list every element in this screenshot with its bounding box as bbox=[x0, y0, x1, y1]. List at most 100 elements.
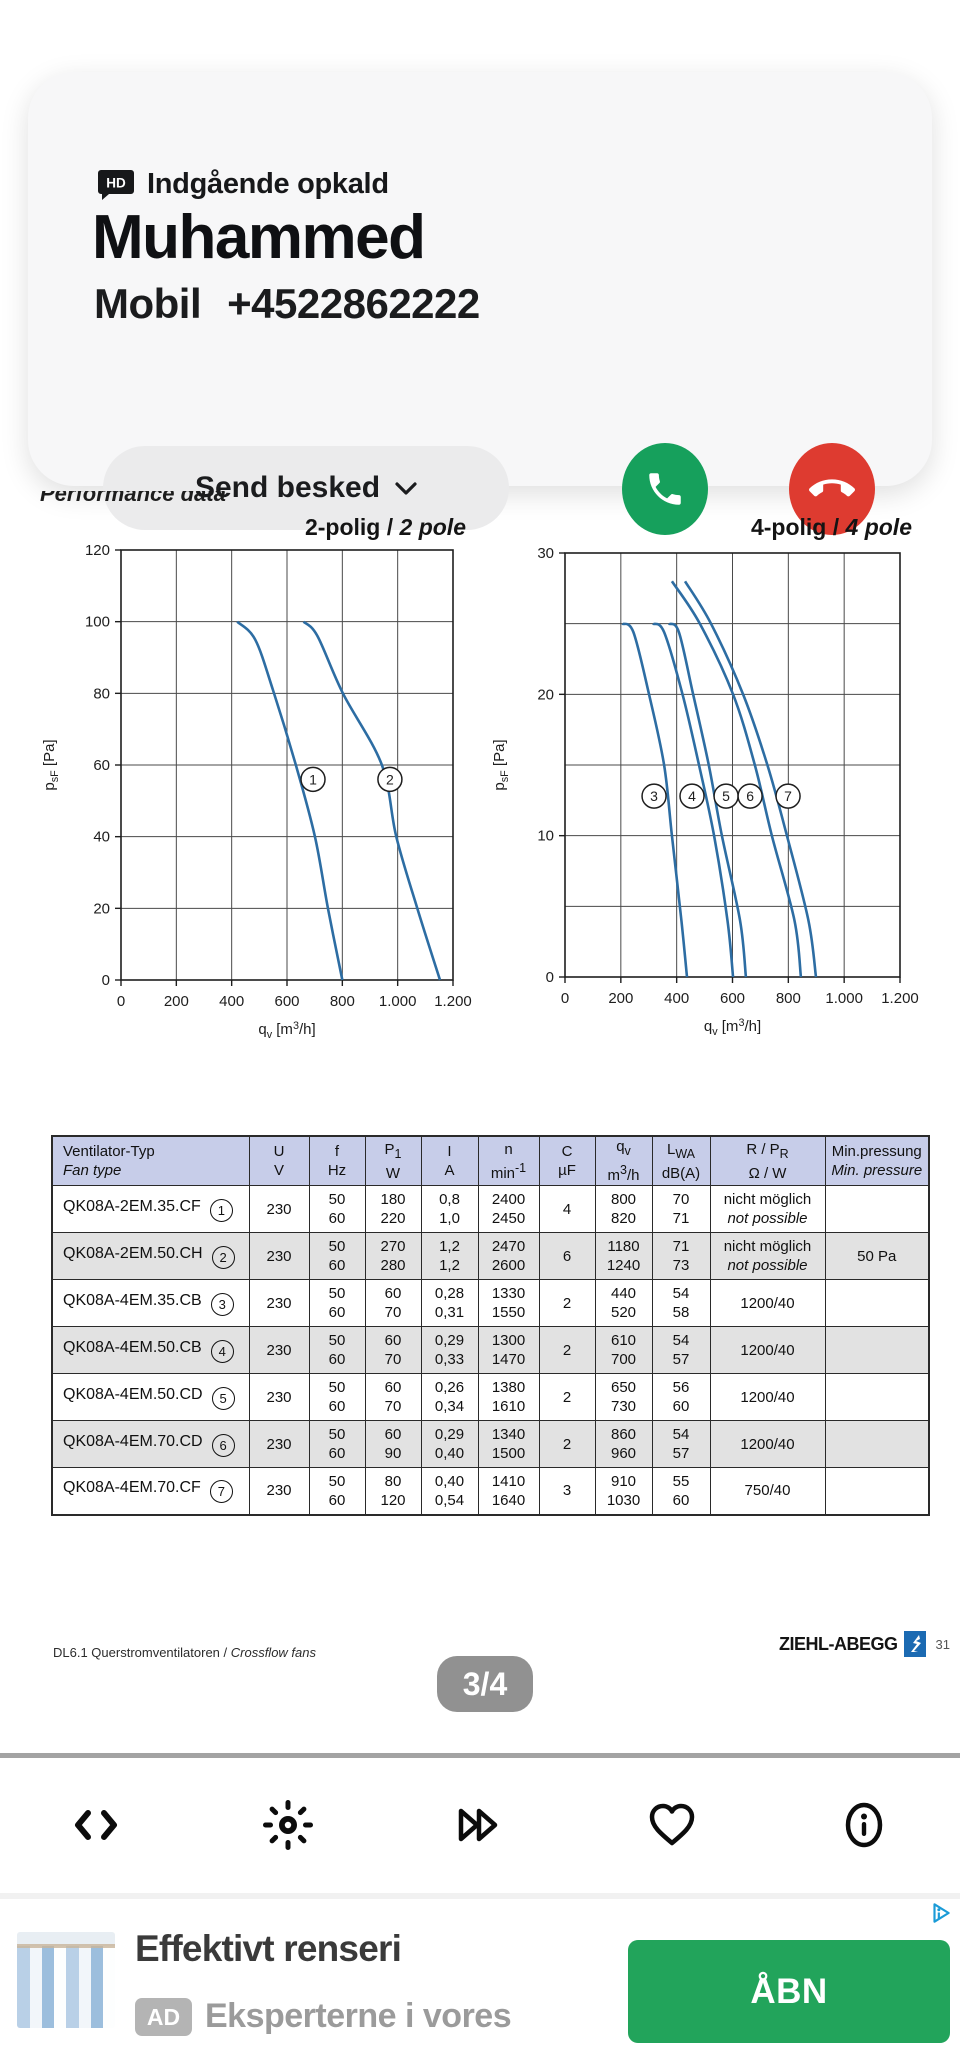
svg-text:120: 120 bbox=[85, 542, 110, 559]
column-header: Ventilator-Typ Fan type bbox=[51, 1135, 250, 1186]
toolbar-divider bbox=[0, 1753, 960, 1758]
table-cell: 1180 1240 bbox=[594, 1232, 653, 1280]
table-cell: 0,26 0,34 bbox=[420, 1373, 479, 1421]
table-cell: nicht möglich not possible bbox=[709, 1185, 826, 1233]
table-cell: 0,8 1,0 bbox=[420, 1185, 479, 1233]
phone-number: +4522862222 bbox=[227, 280, 480, 327]
table-row: QK08A-4EM.70.CF 7 230 50 60 80 120 0,40 0,54 1410… bbox=[51, 1467, 930, 1515]
table-cell: 230 bbox=[248, 1279, 310, 1327]
table-cell: 0,28 0,31 bbox=[420, 1279, 479, 1327]
svg-text:20: 20 bbox=[93, 900, 110, 917]
table-cell: 230 bbox=[248, 1232, 310, 1280]
table-cell: 230 bbox=[248, 1467, 310, 1515]
adchoices-icon[interactable] bbox=[928, 1900, 954, 1926]
table-row: QK08A-4EM.70.CD 6 230 50 60 60 90 0,29 0,40 1340 1… bbox=[51, 1420, 930, 1468]
svg-text:6: 6 bbox=[746, 788, 754, 804]
send-message-button[interactable]: Send besked bbox=[103, 446, 509, 530]
call-header: HD Indgående opkald bbox=[98, 168, 389, 201]
svg-text:4: 4 bbox=[688, 788, 696, 804]
decline-call-button[interactable] bbox=[789, 443, 875, 535]
svg-text:0: 0 bbox=[102, 972, 110, 989]
table-cell: 1200/40 bbox=[709, 1279, 826, 1327]
hd-call-icon: HD bbox=[98, 169, 134, 200]
heart-icon bbox=[649, 1803, 695, 1846]
doc-page-number: 31 bbox=[935, 1636, 950, 1652]
ad-open-button[interactable]: ÅBN bbox=[628, 1940, 950, 2043]
table-cell: 1200/40 bbox=[709, 1326, 826, 1374]
svg-text:qv [m3/h]: qv [m3/h] bbox=[258, 1020, 315, 1041]
table-cell: 230 bbox=[248, 1373, 310, 1421]
table-cell: 0,40 0,54 bbox=[420, 1467, 479, 1515]
table-cell: 0,29 0,40 bbox=[420, 1420, 479, 1468]
ad-subtitle[interactable]: Eksperterne i vores bbox=[205, 1997, 512, 2035]
table-cell: 2 bbox=[538, 1279, 596, 1327]
column-header: f Hz bbox=[308, 1135, 366, 1186]
table-cell: 1410 1640 bbox=[477, 1467, 540, 1515]
table-row: QK08A-2EM.35.CF 1 230 50 60 180 220 0,8 1,0 2400 2… bbox=[51, 1185, 930, 1233]
table-cell bbox=[824, 1467, 930, 1515]
fast-forward-button[interactable] bbox=[384, 1758, 576, 1892]
table-cell: 54 57 bbox=[651, 1326, 711, 1374]
fan-type-cell: QK08A-2EM.50.CH 2 bbox=[51, 1232, 250, 1280]
hd-badge-text: HD bbox=[106, 175, 126, 190]
caller-number-line: Mobil +4522862222 bbox=[94, 280, 480, 328]
svg-text:400: 400 bbox=[219, 993, 244, 1010]
table-cell: 50 60 bbox=[308, 1232, 366, 1280]
table-cell: 750/40 bbox=[709, 1467, 826, 1515]
table-cell: 55 60 bbox=[651, 1467, 711, 1515]
table-cell: 54 58 bbox=[651, 1279, 711, 1327]
fan-curve-chart-4pole: 0 200 400 600 800 1.000 1.200 0 10 20 30 qv [m3/h] p… bbox=[491, 514, 919, 1038]
table-cell: 50 60 bbox=[308, 1467, 366, 1515]
send-message-label: Send besked bbox=[194, 471, 381, 504]
svg-text:400: 400 bbox=[664, 990, 689, 1007]
code-view-button[interactable] bbox=[0, 1758, 192, 1892]
ad-label-badge: AD bbox=[135, 1998, 192, 2036]
ad-thumbnail-shirts[interactable] bbox=[17, 1932, 115, 2028]
svg-text:psF [Pa]: psF [Pa] bbox=[491, 739, 511, 790]
accept-call-button[interactable] bbox=[622, 443, 708, 535]
brand-name: ZIEHL-ABEGG bbox=[779, 1633, 898, 1654]
table-cell: 71 73 bbox=[651, 1232, 711, 1280]
svg-text:psF [Pa]: psF [Pa] bbox=[41, 739, 61, 790]
fan-type-cell: QK08A-2EM.35.CF 1 bbox=[51, 1185, 250, 1233]
favorite-button[interactable] bbox=[576, 1758, 768, 1892]
svg-text:7: 7 bbox=[784, 788, 792, 804]
table-cell: 1330 1550 bbox=[477, 1279, 540, 1327]
svg-text:100: 100 bbox=[85, 614, 110, 631]
svg-text:1: 1 bbox=[309, 771, 317, 787]
svg-text:10: 10 bbox=[537, 828, 554, 845]
table-cell: 2470 2600 bbox=[477, 1232, 540, 1280]
column-header: LWA dB(A) bbox=[651, 1135, 711, 1186]
svg-text:4-polig / 4 pole: 4-polig / 4 pole bbox=[751, 514, 912, 540]
table-cell: 4 bbox=[538, 1185, 596, 1233]
table-cell: 70 71 bbox=[651, 1185, 711, 1233]
svg-text:40: 40 bbox=[93, 829, 110, 846]
fan-type-cell: QK08A-4EM.70.CF 7 bbox=[51, 1467, 250, 1515]
table-cell: 440 520 bbox=[594, 1279, 653, 1327]
svg-text:2-polig / 2 pole: 2-polig / 2 pole bbox=[305, 514, 466, 540]
table-cell bbox=[824, 1420, 930, 1468]
table-cell: 80 120 bbox=[364, 1467, 422, 1515]
phone-decline-icon bbox=[809, 479, 855, 497]
brightness-icon bbox=[263, 1800, 313, 1850]
svg-text:qv [m3/h]: qv [m3/h] bbox=[704, 1017, 761, 1038]
table-cell: 0,29 0,33 bbox=[420, 1326, 479, 1374]
fan-type-cell: QK08A-4EM.50.CD 5 bbox=[51, 1373, 250, 1421]
fast-forward-icon bbox=[458, 1808, 498, 1842]
svg-text:80: 80 bbox=[93, 685, 110, 702]
info-button[interactable] bbox=[768, 1758, 960, 1892]
ziehl-abegg-logo-icon bbox=[903, 1631, 926, 1657]
table-cell: 56 60 bbox=[651, 1373, 711, 1421]
brightness-button[interactable] bbox=[192, 1758, 384, 1892]
call-title: Indgående opkald bbox=[147, 168, 389, 200]
svg-text:600: 600 bbox=[274, 993, 299, 1010]
table-cell: 2 bbox=[538, 1373, 596, 1421]
table-cell: 270 280 bbox=[364, 1232, 422, 1280]
ad-title[interactable]: Effektivt renseri bbox=[135, 1928, 402, 1969]
table-row: QK08A-4EM.35.CB 3 230 50 60 60 70 0,28 0,31 1330 1… bbox=[51, 1279, 930, 1327]
table-cell: 1,2 1,2 bbox=[420, 1232, 479, 1280]
